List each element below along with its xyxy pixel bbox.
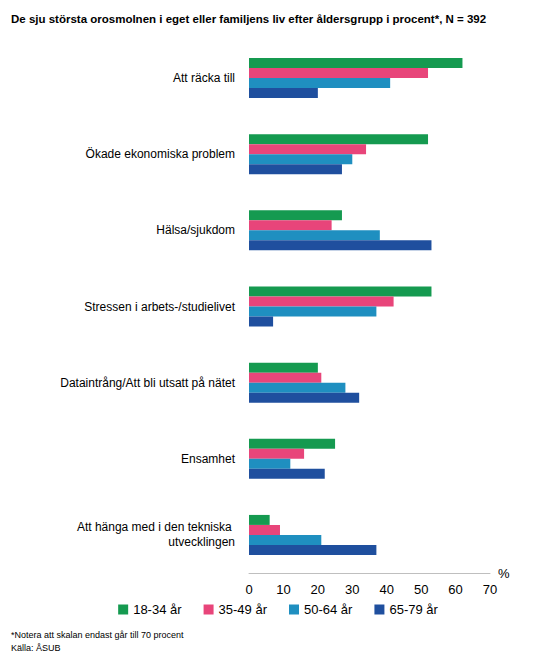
svg-text:Att räcka till: Att räcka till	[173, 71, 235, 85]
svg-text:Stressen i arbets-/studielivet: Stressen i arbets-/studielivet	[84, 300, 235, 314]
svg-text:Källa: ÅSUB: Källa: ÅSUB	[11, 643, 61, 653]
svg-text:30: 30	[345, 582, 359, 597]
svg-text:Ensamhet: Ensamhet	[181, 452, 236, 466]
svg-text:*Notera att skalan endast går: *Notera att skalan endast går till 70 pr…	[11, 630, 184, 640]
svg-text:utvecklingen: utvecklingen	[168, 535, 235, 549]
svg-text:10: 10	[276, 582, 290, 597]
svg-text:%: %	[498, 566, 510, 581]
svg-text:Dataintrång/Att bli utsatt på: Dataintrång/Att bli utsatt på nätet	[60, 376, 235, 390]
svg-text:De sju största orosmolnen i eg: De sju största orosmolnen i eget eller f…	[11, 13, 486, 25]
svg-text:60: 60	[448, 582, 462, 597]
svg-text:Ökade ekonomiska problem: Ökade ekonomiska problem	[86, 147, 235, 161]
svg-text:70: 70	[483, 582, 497, 597]
svg-text:50: 50	[414, 582, 428, 597]
svg-text:Att hänga med i den tekniska: Att hänga med i den tekniska	[77, 520, 235, 534]
svg-text:35-49 år: 35-49 år	[219, 602, 268, 617]
svg-text:65-79 år: 65-79 år	[389, 602, 438, 617]
svg-text:Hälsa/sjukdom: Hälsa/sjukdom	[156, 223, 235, 237]
svg-text:18-34 år: 18-34 år	[133, 602, 182, 617]
svg-text:50-64 år: 50-64 år	[304, 602, 353, 617]
svg-text:40: 40	[379, 582, 393, 597]
svg-text:20: 20	[311, 582, 325, 597]
svg-text:0: 0	[245, 582, 252, 597]
